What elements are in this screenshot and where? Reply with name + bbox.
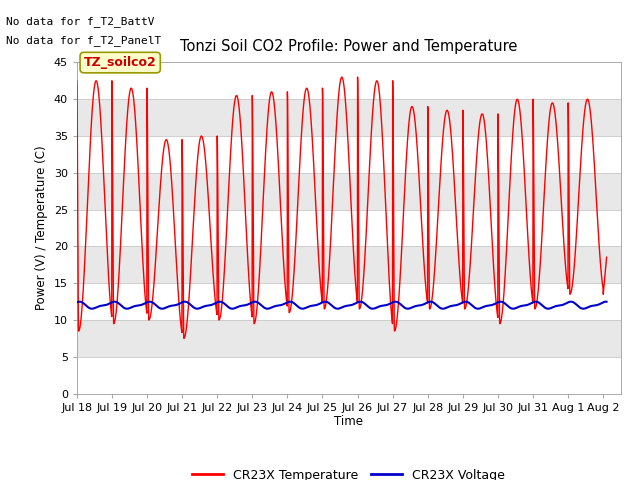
Legend: CR23X Temperature, CR23X Voltage: CR23X Temperature, CR23X Voltage [188,464,510,480]
Text: TZ_soilco2: TZ_soilco2 [84,56,157,69]
Text: No data for f_T2_PanelT: No data for f_T2_PanelT [6,35,162,46]
Bar [77,62,621,99]
Title: Tonzi Soil CO2 Profile: Power and Temperature: Tonzi Soil CO2 Profile: Power and Temper… [180,39,518,54]
Bar [77,210,621,246]
X-axis label: Time: Time [334,415,364,429]
Y-axis label: Power (V) / Temperature (C): Power (V) / Temperature (C) [35,146,48,310]
Text: No data for f_T2_BattV: No data for f_T2_BattV [6,16,155,27]
Bar [77,357,621,394]
Bar [77,283,621,320]
Bar [77,136,621,173]
